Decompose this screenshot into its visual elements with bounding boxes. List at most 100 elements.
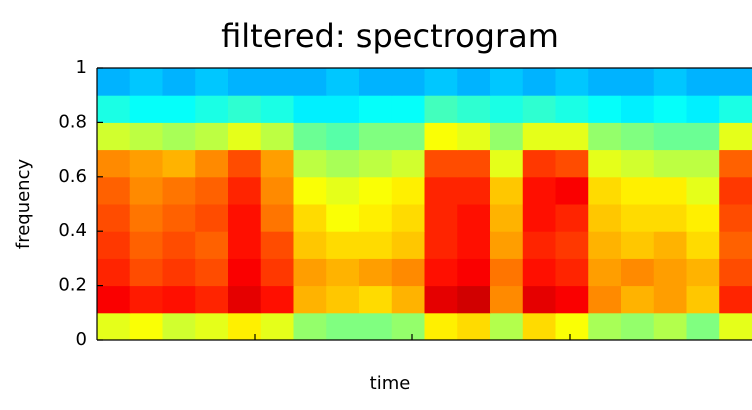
heatmap-cell — [686, 176, 720, 205]
heatmap-cell — [162, 231, 196, 259]
heatmap-cell — [424, 149, 458, 178]
heatmap-cell — [228, 285, 262, 314]
heatmap-cell — [424, 176, 458, 205]
heatmap-cell — [424, 204, 458, 232]
heatmap-cell — [686, 258, 720, 287]
heatmap-cell — [260, 68, 294, 96]
heatmap-cell — [293, 68, 327, 96]
heatmap-cell — [490, 149, 524, 178]
heatmap-cell — [490, 204, 524, 232]
heatmap-cell — [326, 122, 360, 151]
heatmap-cell — [719, 95, 752, 123]
heatmap-cell — [162, 176, 196, 205]
heatmap-cell — [588, 68, 622, 96]
heatmap-cell — [457, 285, 491, 314]
heatmap-cell — [555, 176, 589, 205]
heatmap-cell — [588, 149, 622, 178]
heatmap-cell — [293, 258, 327, 287]
heatmap-cell — [129, 231, 163, 259]
heatmap-cell — [719, 231, 752, 259]
heatmap-cell — [293, 204, 327, 232]
heatmap-cell — [326, 176, 360, 205]
heatmap-cell — [326, 149, 360, 178]
heatmap-cell — [424, 95, 458, 123]
heatmap-cell — [719, 149, 752, 178]
heatmap-cell — [260, 204, 294, 232]
heatmap-cell — [522, 312, 556, 341]
heatmap-cell — [359, 285, 393, 314]
heatmap-cell — [391, 285, 425, 314]
heatmap-cell — [490, 285, 524, 314]
heatmap-cell — [588, 258, 622, 287]
heatmap-cell — [555, 285, 589, 314]
heatmap-cell — [391, 312, 425, 341]
heatmap-cell — [424, 68, 458, 96]
heatmap-cell — [686, 68, 720, 96]
heatmap-cell — [129, 149, 163, 178]
heatmap-cell — [653, 258, 687, 287]
heatmap-cell — [555, 122, 589, 151]
heatmap-cell — [195, 68, 229, 96]
heatmap-cell — [424, 258, 458, 287]
heatmap-cell — [293, 285, 327, 314]
heatmap-cell — [162, 312, 196, 341]
heatmap-cell — [195, 95, 229, 123]
heatmap-cell — [391, 258, 425, 287]
heatmap-cell — [359, 258, 393, 287]
heatmap-cell — [129, 312, 163, 341]
heatmap-cell — [326, 312, 360, 341]
heatmap-cell — [391, 68, 425, 96]
heatmap-cell — [293, 149, 327, 178]
heatmap-cell — [359, 204, 393, 232]
heatmap-cell — [457, 258, 491, 287]
heatmap-cell — [719, 204, 752, 232]
heatmap-cell — [260, 231, 294, 259]
heatmap-cell — [686, 149, 720, 178]
heatmap-cell — [195, 285, 229, 314]
heatmap-cell — [490, 231, 524, 259]
heatmap-cell — [522, 68, 556, 96]
heatmap-cell — [359, 149, 393, 178]
heatmap-cell — [391, 122, 425, 151]
heatmap-cell — [260, 176, 294, 205]
heatmap-cell — [555, 68, 589, 96]
heatmap-cell — [588, 312, 622, 341]
heatmap-cell — [260, 258, 294, 287]
heatmap-cell — [621, 204, 655, 232]
heatmap-cell — [359, 312, 393, 341]
chart-title: filtered: spectrogram — [221, 17, 559, 55]
heatmap — [97, 68, 752, 341]
heatmap-cell — [162, 285, 196, 314]
heatmap-cell — [719, 176, 752, 205]
heatmap-cell — [522, 95, 556, 123]
y-tick-label: 0.2 — [58, 275, 87, 296]
heatmap-cell — [457, 122, 491, 151]
heatmap-cell — [457, 312, 491, 341]
heatmap-cell — [97, 68, 131, 96]
heatmap-cell — [293, 122, 327, 151]
heatmap-cell — [621, 68, 655, 96]
heatmap-cell — [293, 312, 327, 341]
heatmap-cell — [260, 285, 294, 314]
heatmap-cell — [293, 176, 327, 205]
heatmap-cell — [97, 122, 131, 151]
y-tick-label: 0 — [76, 329, 87, 350]
heatmap-cell — [457, 68, 491, 96]
heatmap-cell — [719, 285, 752, 314]
heatmap-cell — [555, 231, 589, 259]
heatmap-cell — [522, 285, 556, 314]
heatmap-cell — [555, 149, 589, 178]
y-tick-label: 0.6 — [58, 166, 87, 187]
heatmap-cell — [621, 231, 655, 259]
heatmap-cell — [129, 285, 163, 314]
heatmap-cell — [293, 95, 327, 123]
heatmap-cell — [653, 149, 687, 178]
heatmap-cell — [457, 231, 491, 259]
heatmap-cell — [490, 176, 524, 205]
heatmap-cell — [719, 312, 752, 341]
heatmap-cell — [326, 68, 360, 96]
heatmap-cell — [129, 258, 163, 287]
heatmap-cell — [653, 176, 687, 205]
heatmap-cell — [162, 149, 196, 178]
